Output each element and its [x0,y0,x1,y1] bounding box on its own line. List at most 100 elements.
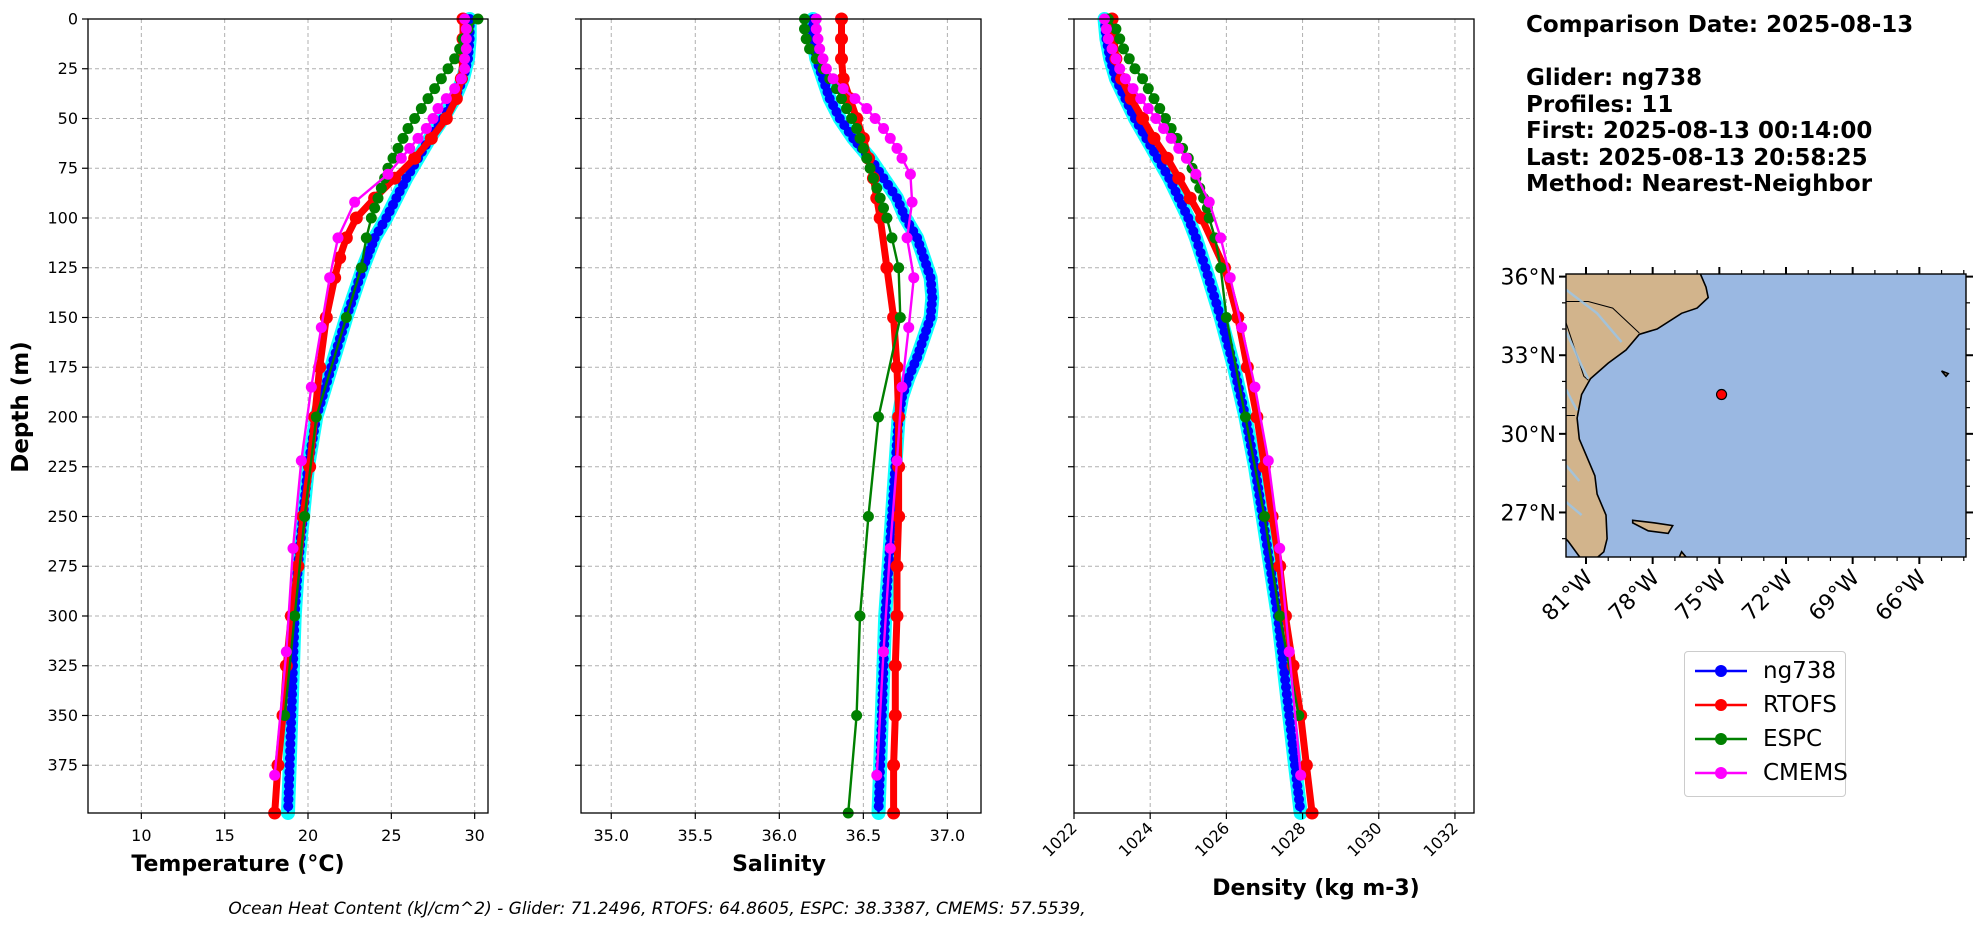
footer-text: Ocean Heat Content (kJ/cm^2) - Glider: 7… [228,899,1086,919]
data-point [1283,646,1295,658]
data-point [287,542,299,554]
y-tick-label: 375 [47,756,78,775]
land-area [1566,274,1710,557]
data-point [449,92,463,106]
y-tick-label: 275 [47,557,78,576]
comparison-info: Comparison Date: 2025-08-13 Glider: ng738… [1526,12,1913,198]
data-point [427,112,439,124]
data-point [857,142,869,154]
data-point [851,122,863,134]
legend-label: ng738 [1763,658,1837,684]
data-point [1224,272,1236,284]
x-tick-label: 1022 [1039,818,1081,860]
data-point [271,758,285,772]
plot-frame [87,18,489,814]
data-point [1236,321,1248,333]
data-point [285,724,296,735]
x-tick-label: 36.5 [846,826,882,845]
data-point [1123,53,1135,65]
data-point [817,53,829,65]
map-lon-label: 69°W [1804,565,1865,626]
y-tick-label: 225 [47,457,78,476]
data-point [871,182,883,194]
data-point [812,33,824,45]
data-point [1239,411,1251,423]
data-point [395,152,407,164]
data-point [888,708,902,722]
data-point [286,696,297,707]
data-point [884,542,896,554]
data-point [1190,168,1202,180]
data-point [372,192,384,204]
x-tick-label: 15 [214,826,234,845]
y-tick-label: 0 [68,10,78,29]
data-point [888,659,902,673]
data-point [340,311,352,323]
data-point [861,152,873,164]
data-point [884,132,896,144]
data-point [339,231,353,245]
x-tick-label: 1024 [1115,818,1157,860]
data-point [890,609,904,623]
data-point [408,151,422,165]
data-point [867,172,879,184]
x-tick-label: 30 [464,826,484,845]
plot-frame [1073,18,1475,814]
data-point [1172,171,1186,185]
legend-label: RTOFS [1763,692,1837,718]
plot-frame [580,18,982,814]
data-point [355,262,367,274]
data-point [286,703,297,714]
x-tick-label: 1026 [1191,818,1233,860]
legend-swatch-icon [1695,665,1747,677]
legend: ng738 RTOFS ESPC CMEMS [1684,651,1848,797]
x-tick-label: 1028 [1267,818,1309,860]
data-point [878,646,890,658]
data-point [862,510,874,522]
series-line-cmems [1103,18,1302,776]
data-point [415,103,427,115]
data-point [874,192,886,204]
data-point [886,232,898,244]
data-point [404,142,416,154]
data-point [387,152,399,164]
data-point [1203,212,1215,224]
data-point [310,411,322,423]
data-point [854,610,866,622]
data-point [280,646,292,658]
data-point [1220,311,1232,323]
x-tick-label: 1032 [1420,818,1462,860]
data-point [1119,73,1131,85]
data-point [1136,111,1150,125]
y-tick-label: 100 [47,208,78,227]
y-tick-label: 325 [47,656,78,675]
data-point [872,411,884,423]
map-lat-label: 30°N [1501,423,1556,448]
data-point [460,43,472,55]
data-point [890,360,904,374]
data-point [442,63,454,75]
x-tick-label: 10 [131,826,151,845]
series-line-ng738 [811,19,934,814]
data-point [841,103,853,115]
glider-name: Glider: ng738 [1526,65,1703,91]
river-line [1566,331,1590,380]
y-tick-label: 300 [47,606,78,625]
data-point [295,455,307,467]
data-point [369,202,381,214]
data-point [1100,23,1112,35]
data-point [799,23,811,35]
data-point [892,410,906,424]
data-point [1295,769,1307,781]
data-point [1158,122,1170,134]
data-point [827,73,839,85]
data-point [887,758,901,772]
data-point [1142,103,1154,115]
data-point [873,801,884,812]
data-point [1154,103,1166,115]
series-line-espc [283,18,479,716]
data-point [1150,112,1162,124]
data-point [904,168,916,180]
data-point [894,311,906,323]
